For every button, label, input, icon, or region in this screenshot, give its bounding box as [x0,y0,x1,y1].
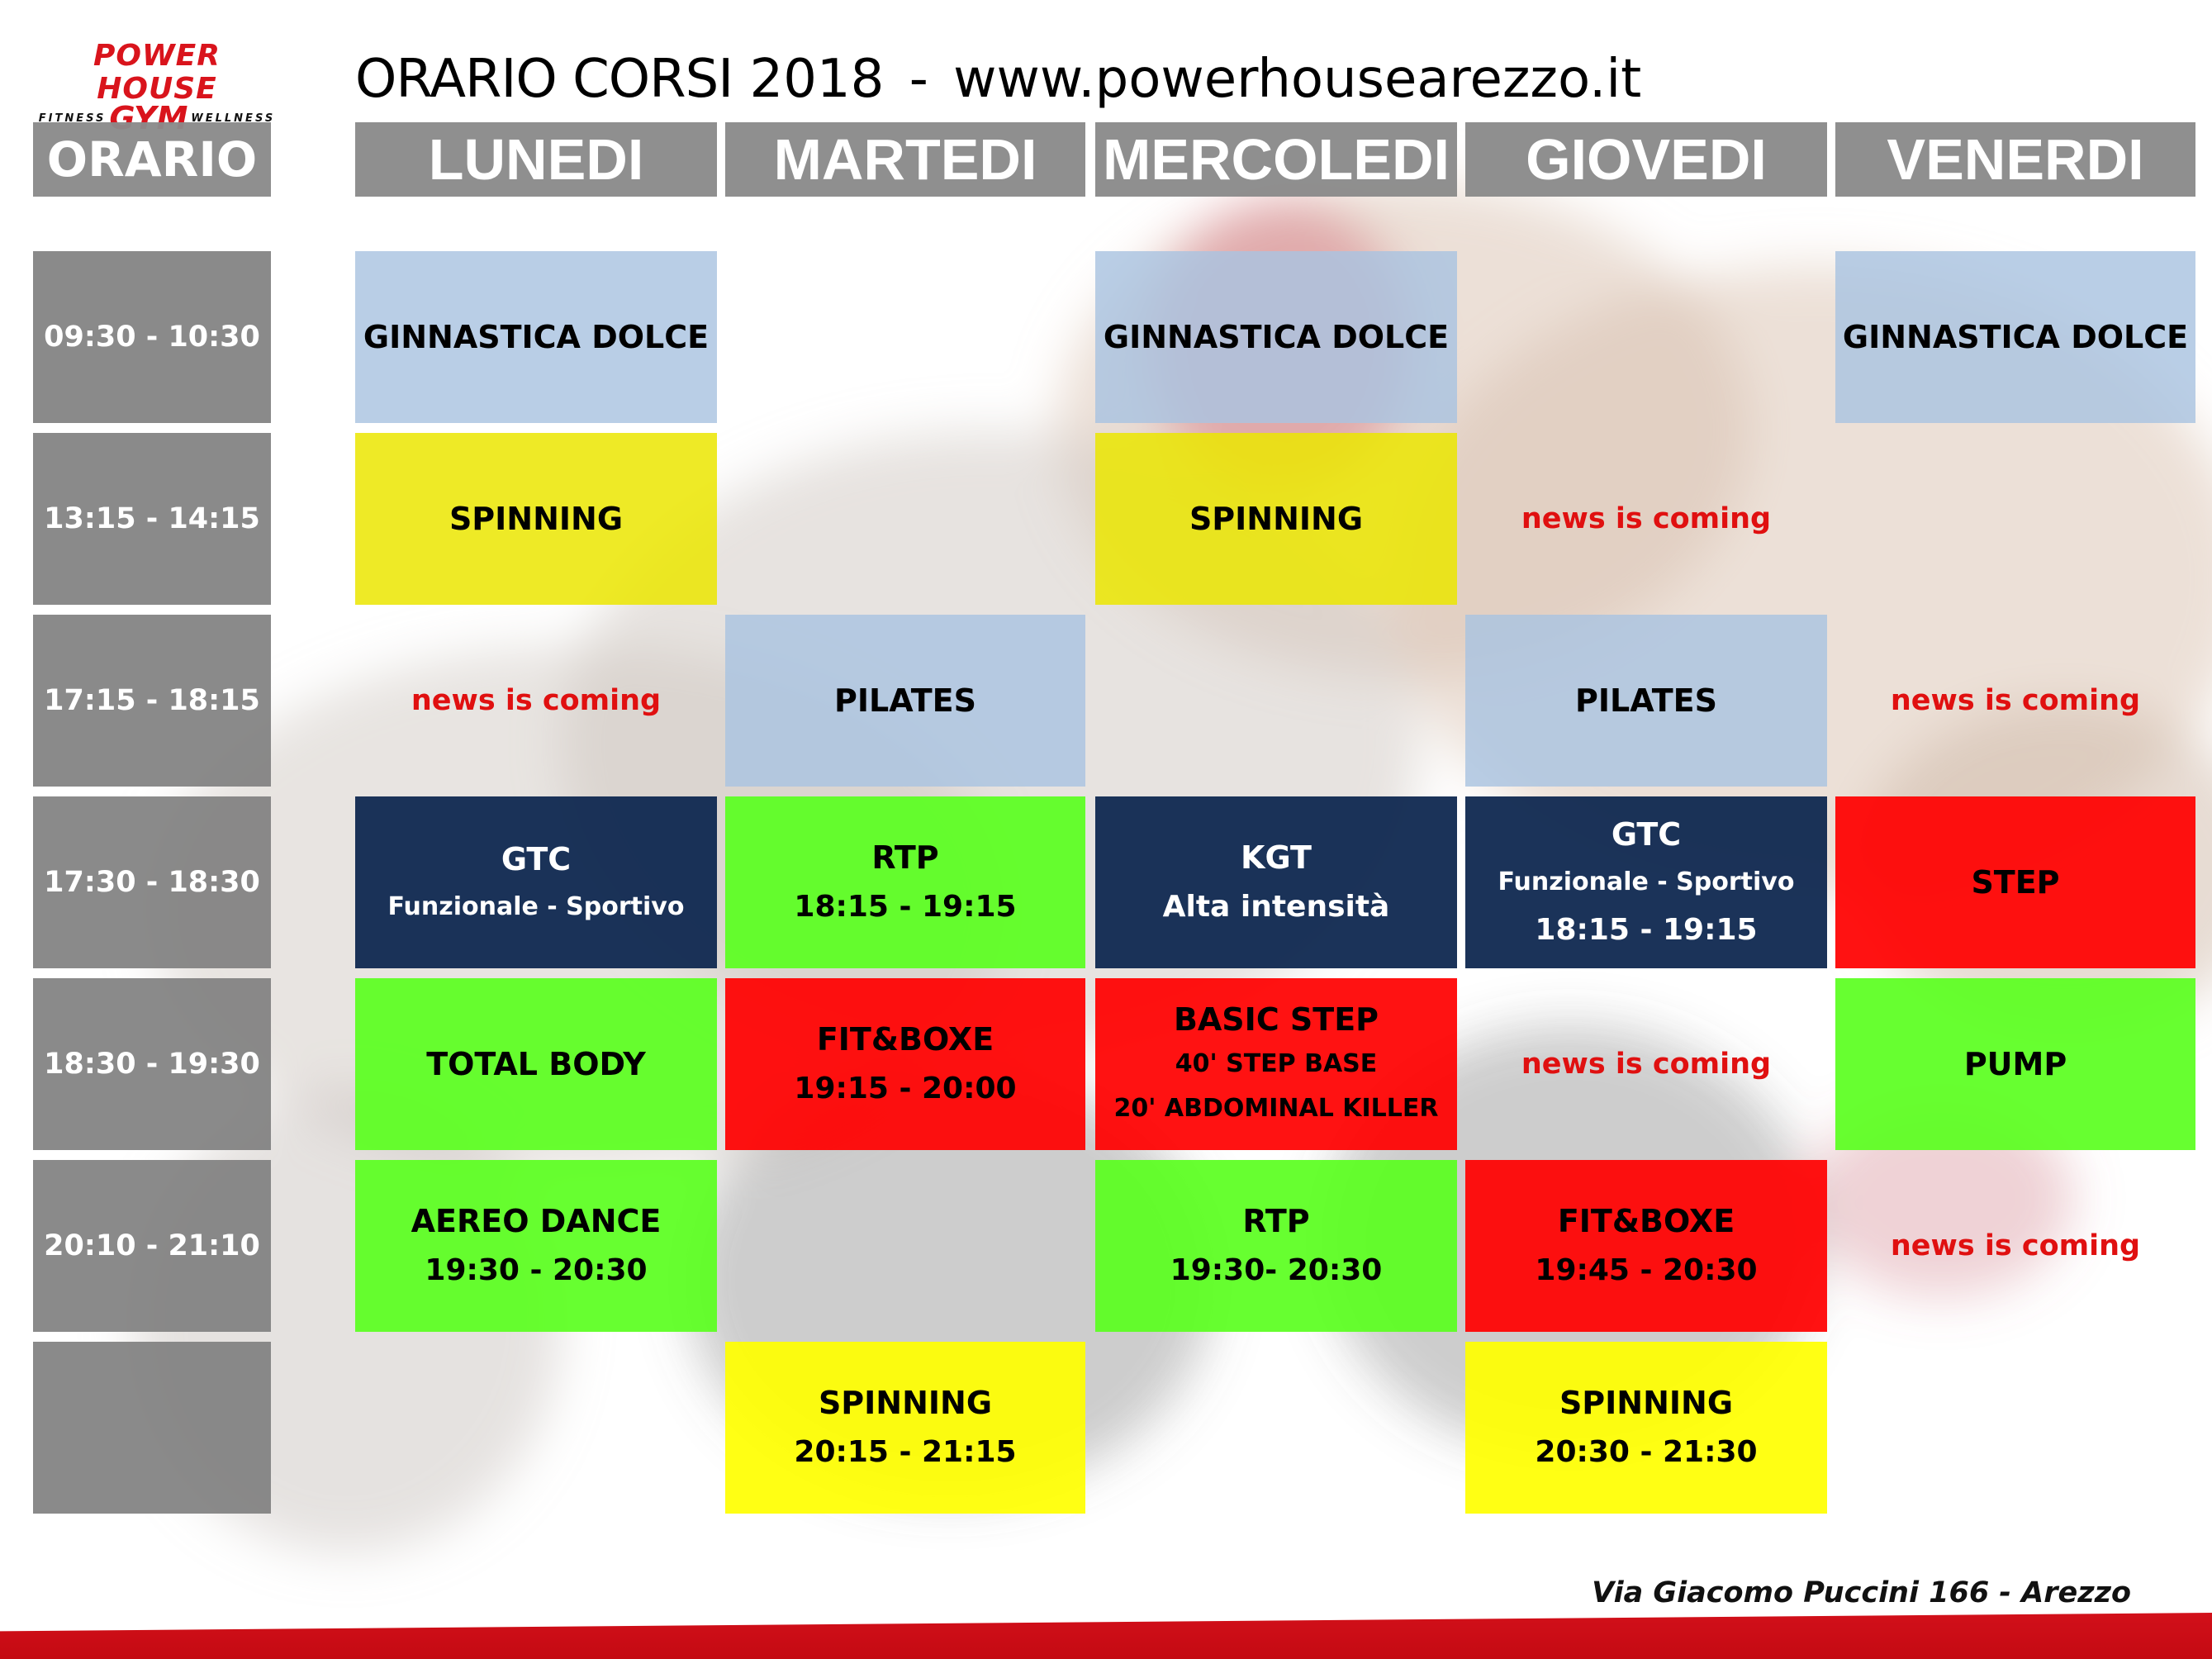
title-url: www.powerhousearezzo.it [953,49,1642,110]
class-time: 19:30 - 20:30 [425,1253,648,1287]
news-text: news is coming [1890,1229,2141,1262]
class-cell: SPINNING 20:15 - 21:15 [725,1342,1085,1514]
class-name: KGT [1241,839,1312,876]
class-cell: KGT Alta intensità [1095,796,1457,968]
class-detail: Funzionale - Sportivo [387,892,685,921]
logo-wellness: WELLNESS [191,112,276,125]
class-detail: Alta intensità [1162,890,1390,924]
news-cell: news is coming [1465,978,1827,1150]
title-separator: - [909,49,928,110]
time-slot: 09:30 - 10:30 [33,251,271,423]
time-slot: 17:30 - 18:30 [33,796,271,968]
class-name: GTC [501,841,572,877]
time-slot: 20:10 - 21:10 [33,1160,271,1332]
header-venerdi: VENERDI [1835,122,2195,197]
news-text: news is coming [1521,1048,1772,1081]
logo: POWER HOUSE FITNESS GYM WELLNESS [33,40,281,135]
class-cell: AEREO DANCE 19:30 - 20:30 [355,1160,717,1332]
news-cell: news is coming [1465,433,1827,605]
class-name: PILATES [1575,682,1717,719]
class-cell: STEP [1835,796,2195,968]
class-cell: GINNASTICA DOLCE [355,251,717,423]
class-cell: SPINNING [1095,433,1457,605]
class-name: FIT&BOXE [816,1021,994,1058]
time-slot: 18:30 - 19:30 [33,978,271,1150]
class-cell: GTC Funzionale - Sportivo [355,796,717,968]
news-cell: news is coming [1835,1160,2195,1332]
class-cell: TOTAL BODY [355,978,717,1150]
class-cell: FIT&BOXE 19:15 - 20:00 [725,978,1085,1150]
class-time: 18:15 - 19:15 [1535,913,1758,947]
header-giovedi: GIOVEDI [1465,122,1827,197]
class-name: SPINNING [818,1385,993,1421]
address: Via Giacomo Puccini 166 - Arezzo [1592,1576,2131,1609]
class-name: FIT&BOXE [1557,1203,1735,1239]
time-slot [33,1342,271,1514]
time-slot: 13:15 - 14:15 [33,433,271,605]
class-time: 19:15 - 20:00 [794,1072,1017,1105]
class-time: 20:15 - 21:15 [794,1435,1017,1469]
class-name: RTP [871,839,939,876]
class-time: 19:30- 20:30 [1170,1253,1383,1287]
page-title: ORARIO CORSI 2018 - www.powerhousearezzo… [355,48,1641,111]
class-name: GINNASTICA DOLCE [363,319,710,355]
header-martedi: MARTEDI [725,122,1085,197]
class-time: 18:15 - 19:15 [794,890,1017,924]
class-detail: 40' STEP BASE [1175,1049,1378,1078]
class-cell: BASIC STEP 40' STEP BASE 20' ABDOMINAL K… [1095,978,1457,1150]
class-name: AEREO DANCE [411,1203,662,1239]
class-name: STEP [1971,864,2060,901]
header-mercoledi: MERCOLEDI [1095,122,1457,197]
class-cell: RTP 19:30- 20:30 [1095,1160,1457,1332]
class-time: 19:45 - 20:30 [1535,1253,1758,1287]
class-cell: SPINNING [355,433,717,605]
class-name: SPINNING [1559,1385,1734,1421]
class-name: SPINNING [1189,501,1364,537]
news-cell: news is coming [355,615,717,787]
news-text: news is coming [1521,502,1772,535]
class-cell: GTC Funzionale - Sportivo 18:15 - 19:15 [1465,796,1827,968]
header-lunedi: LUNEDI [355,122,717,197]
class-name: RTP [1242,1203,1310,1239]
class-cell: GINNASTICA DOLCE [1835,251,2195,423]
class-time: 20:30 - 21:30 [1535,1435,1758,1469]
class-cell: FIT&BOXE 19:45 - 20:30 [1465,1160,1827,1332]
title-main: ORARIO CORSI [355,49,733,110]
class-cell: PILATES [725,615,1085,787]
class-detail: 20' ABDOMINAL KILLER [1113,1094,1439,1123]
class-name: GINNASTICA DOLCE [1103,319,1450,355]
class-cell: SPINNING 20:30 - 21:30 [1465,1342,1827,1514]
class-cell: PILATES [1465,615,1827,787]
class-detail: Funzionale - Sportivo [1498,868,1795,896]
class-name: PILATES [834,682,976,719]
class-cell: RTP 18:15 - 19:15 [725,796,1085,968]
news-text: news is coming [1890,684,2141,717]
title-year: 2018 [749,49,885,110]
class-name: GINNASTICA DOLCE [1842,319,2189,355]
news-cell: news is coming [1835,615,2195,787]
class-name: SPINNING [449,501,624,537]
time-slot: 17:15 - 18:15 [33,615,271,787]
class-cell: GINNASTICA DOLCE [1095,251,1457,423]
class-cell: PUMP [1835,978,2195,1150]
header-orario: ORARIO [33,122,271,197]
logo-power-house: POWER HOUSE [93,39,221,106]
logo-fitness: FITNESS [38,112,107,125]
class-name: BASIC STEP [1173,1001,1379,1038]
class-name: GTC [1611,816,1682,853]
class-name: PUMP [1963,1046,2067,1082]
class-name: TOTAL BODY [426,1046,646,1082]
news-text: news is coming [411,684,662,717]
